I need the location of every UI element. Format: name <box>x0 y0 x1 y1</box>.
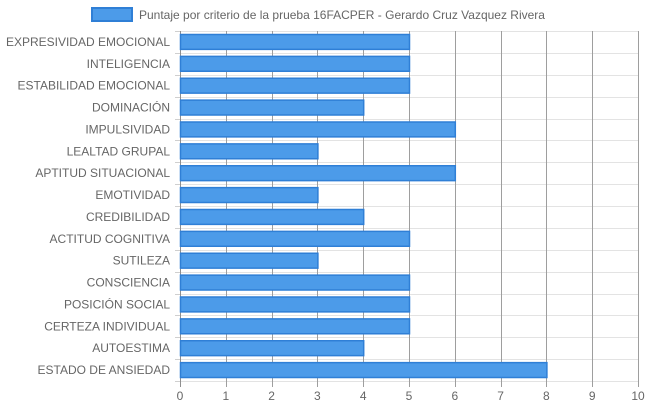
bar[interactable] <box>179 143 319 160</box>
category-label: CREDIBILIDAD <box>86 210 170 224</box>
bar[interactable] <box>179 77 411 94</box>
bar[interactable] <box>179 121 457 138</box>
bar[interactable] <box>179 165 457 182</box>
category-label: CONSCIENCIA <box>87 276 170 290</box>
category-label: ACTITUD COGNITIVA <box>50 232 170 246</box>
bar[interactable] <box>179 208 365 226</box>
legend-label: Puntaje por criterio de la prueba 16FACP… <box>139 8 545 22</box>
category-label: DOMINACIÓN <box>92 100 170 115</box>
category-label: IMPULSIVIDAD <box>85 122 170 136</box>
bar[interactable] <box>179 55 411 73</box>
x-tick-label: 9 <box>589 389 596 403</box>
bar[interactable] <box>179 99 365 116</box>
category-labels: EXPRESIVIDAD EMOCIONAL INTELIGENCIA ESTABI… <box>6 35 170 377</box>
x-tick-label: 10 <box>631 389 645 403</box>
category-label: APTITUD SITUACIONAL <box>35 166 170 180</box>
bar[interactable] <box>179 361 548 379</box>
category-label: ESTADO DE ANSIEDAD <box>38 363 171 377</box>
x-tick-label: 4 <box>360 389 367 403</box>
category-label: ESTABILIDAD EMOCIONAL <box>18 79 171 93</box>
bar[interactable] <box>179 252 319 269</box>
category-label: INTELIGENCIA <box>87 57 170 71</box>
bar[interactable] <box>179 296 411 313</box>
bar[interactable] <box>179 33 411 51</box>
x-tick-label: 0 <box>177 389 184 403</box>
x-tick-label: 7 <box>497 389 504 403</box>
bars <box>179 33 548 379</box>
legend[interactable]: Puntaje por criterio de la prueba 16FACP… <box>91 7 545 22</box>
x-tick-label: 2 <box>268 389 275 403</box>
x-tick-label: 5 <box>406 389 413 403</box>
bar[interactable] <box>179 186 319 204</box>
bar[interactable] <box>179 340 365 357</box>
x-tick-label: 8 <box>543 389 550 403</box>
category-label: LEALTAD GRUPAL <box>67 144 171 158</box>
x-tick-labels: 0 1 2 3 4 5 6 7 8 9 10 <box>177 389 645 403</box>
category-label: EMOTIVIDAD <box>95 188 170 202</box>
category-label: EXPRESIVIDAD EMOCIONAL <box>6 35 170 49</box>
category-label: CERTEZA INDIVIDUAL <box>44 319 170 333</box>
category-label: POSICIÓN SOCIAL <box>64 296 170 311</box>
bar[interactable] <box>179 318 411 335</box>
category-label: SUTILEZA <box>113 254 170 268</box>
bar[interactable] <box>179 230 411 248</box>
x-tick-label: 3 <box>314 389 321 403</box>
x-tick-label: 1 <box>222 389 229 403</box>
category-label: AUTOESTIMA <box>92 341 170 355</box>
x-tick-label: 6 <box>451 389 458 403</box>
bar[interactable] <box>179 274 411 291</box>
legend-swatch <box>91 7 133 22</box>
